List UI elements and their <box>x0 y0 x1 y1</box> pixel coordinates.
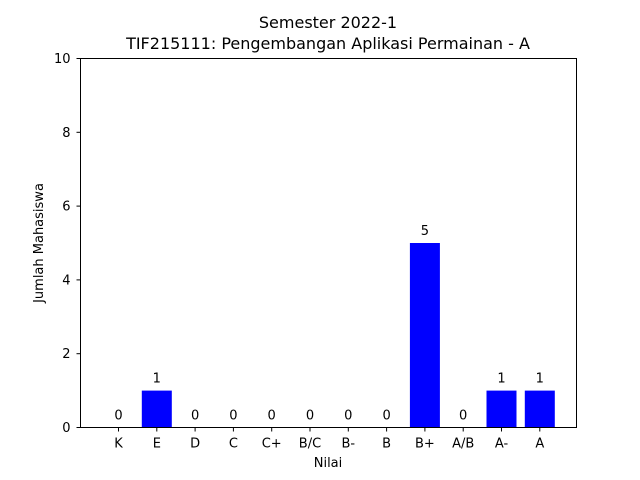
data-label-B/C: 0 <box>306 409 314 424</box>
y-tick-label-10: 10 <box>54 52 71 67</box>
data-label-B-: 0 <box>344 409 352 424</box>
chart-title: Semester 2022-1 <box>259 13 397 32</box>
data-label-D: 0 <box>191 409 199 424</box>
data-label-A/B: 0 <box>459 409 467 424</box>
data-label-C: 0 <box>229 409 237 424</box>
bar-B+ <box>409 243 440 428</box>
y-tick-label-6: 6 <box>62 200 70 215</box>
x-tick-label-B: B <box>382 437 391 452</box>
y-axis: 0 2 4 6 8 10 <box>54 52 81 436</box>
y-tick-label-8: 8 <box>62 126 70 141</box>
data-label-A-: 1 <box>497 372 505 387</box>
y-tick-label-2: 2 <box>62 347 70 362</box>
plot-frame <box>80 58 577 428</box>
x-tick-label-B-: B- <box>341 437 355 452</box>
x-tick-label-A-: A- <box>495 437 509 452</box>
x-tick-label-K: K <box>114 437 123 452</box>
x-tick-label-B/C: B/C <box>299 437 321 452</box>
y-tick-label-0: 0 <box>62 421 70 436</box>
x-tick-label-D: D <box>190 437 200 452</box>
data-labels-group: 0 1 0 0 0 0 0 0 5 0 1 1 <box>114 224 544 424</box>
x-tick-label-C: C <box>229 437 238 452</box>
x-tick-label-E: E <box>153 437 161 452</box>
bar-E <box>141 390 172 428</box>
x-tick-label-A: A <box>535 437 544 452</box>
bar-A- <box>486 390 517 428</box>
x-tick-label-A/B: A/B <box>452 437 474 452</box>
x-axis: K E D C C+ B/C B- B B+ A/B A- A <box>114 427 544 452</box>
data-label-A: 1 <box>536 372 544 387</box>
x-tick-label-C+: C+ <box>262 437 282 452</box>
data-label-K: 0 <box>114 409 122 424</box>
x-tick-label-B+: B+ <box>415 437 435 452</box>
y-tick-label-4: 4 <box>62 273 70 288</box>
x-axis-label: Nilai <box>314 456 343 471</box>
data-label-C+: 0 <box>268 409 276 424</box>
data-label-E: 1 <box>153 372 161 387</box>
data-label-B+: 5 <box>421 224 429 239</box>
chart-subtitle: TIF215111: Pengembangan Aplikasi Permain… <box>125 34 530 53</box>
bars-group <box>141 243 555 428</box>
data-label-B: 0 <box>382 409 390 424</box>
bar-A <box>524 390 555 428</box>
y-axis-label: Jumlah Mahasiswa <box>32 183 47 304</box>
